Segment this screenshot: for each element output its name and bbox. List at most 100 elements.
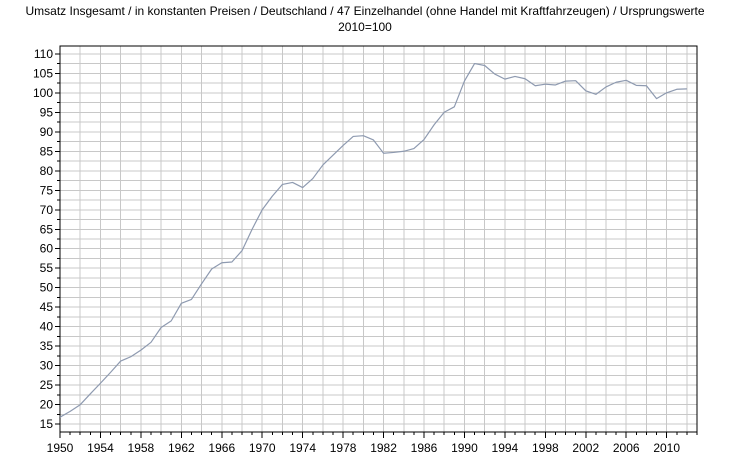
data-point — [110, 372, 111, 373]
data-point — [666, 92, 667, 93]
data-point — [444, 112, 445, 113]
data-point — [423, 139, 424, 140]
data-point — [413, 148, 414, 149]
data-point — [464, 80, 465, 81]
data-point — [241, 250, 242, 251]
data-point — [686, 88, 687, 89]
data-point — [575, 80, 576, 81]
data-point — [504, 79, 505, 80]
y-tick-label: 15 — [40, 417, 54, 431]
x-tick-label: 1966 — [208, 441, 235, 455]
y-tick-label: 80 — [40, 164, 54, 178]
data-point — [120, 360, 121, 361]
data-point — [252, 229, 253, 230]
y-tick-label: 95 — [40, 105, 54, 119]
y-tick-label: 85 — [40, 144, 54, 158]
data-point — [171, 320, 172, 321]
x-tick-label: 2010 — [653, 441, 680, 455]
y-tick-label: 50 — [40, 281, 54, 295]
data-point — [383, 153, 384, 154]
data-point — [140, 350, 141, 351]
series-group — [59, 62, 687, 418]
x-tick-label: 1970 — [249, 441, 276, 455]
data-point — [262, 209, 263, 210]
series-line — [59, 62, 687, 418]
chart-subtitle: 2010=100 — [338, 20, 392, 34]
data-point — [161, 327, 162, 328]
y-tick-label: 25 — [40, 378, 54, 392]
y-tick-label: 70 — [40, 203, 54, 217]
data-point — [373, 139, 374, 140]
x-tick-label: 1986 — [411, 441, 438, 455]
data-point — [231, 261, 232, 262]
data-point — [494, 73, 495, 74]
x-tick-label: 1962 — [168, 441, 195, 455]
data-point — [676, 89, 677, 90]
y-tick-label: 30 — [40, 359, 54, 373]
data-point — [535, 85, 536, 86]
axes: 15 20 25 30 35 40 45 50 55 60 65 70 75 80 85 90 95 100 105… — [33, 45, 698, 455]
grid — [59, 46, 697, 432]
data-point — [484, 65, 485, 66]
data-point — [322, 164, 323, 165]
x-tick-label: 1974 — [289, 441, 316, 455]
chart-title: Umsatz Insgesamt / in konstanten Preisen… — [25, 4, 705, 18]
data-point — [555, 84, 556, 85]
data-point — [282, 184, 283, 185]
data-point — [292, 182, 293, 183]
data-point — [221, 262, 222, 263]
x-tick-label: 1982 — [370, 441, 397, 455]
data-point — [565, 80, 566, 81]
data-point — [525, 78, 526, 79]
data-point — [150, 342, 151, 343]
data-point — [90, 393, 91, 394]
y-tick-label: 60 — [40, 242, 54, 256]
data-point — [454, 106, 455, 107]
data-point — [353, 136, 354, 137]
data-point — [70, 411, 71, 412]
data-point — [545, 84, 546, 85]
x-tick-label: 1994 — [492, 441, 519, 455]
data-point — [514, 76, 515, 77]
y-tick-label: 20 — [40, 398, 54, 412]
x-tick-label: 1990 — [451, 441, 478, 455]
x-tick-label: 2002 — [572, 441, 599, 455]
data-point — [211, 268, 212, 269]
data-point — [636, 85, 637, 86]
data-point — [626, 80, 627, 81]
data-point — [201, 283, 202, 284]
data-point — [434, 124, 435, 125]
data-point — [80, 404, 81, 405]
data-point — [343, 145, 344, 146]
data-point — [272, 196, 273, 197]
x-tick-label: 2006 — [613, 441, 640, 455]
data-point — [363, 135, 364, 136]
data-point — [616, 82, 617, 83]
data-point — [332, 155, 333, 156]
x-tick-label: 1954 — [87, 441, 114, 455]
y-tick-label: 55 — [40, 261, 54, 275]
y-tick-label: 105 — [33, 66, 53, 80]
data-point — [181, 303, 182, 304]
data-point — [403, 151, 404, 152]
data-point — [191, 299, 192, 300]
x-tick-label: 1978 — [330, 441, 357, 455]
y-tick-label: 90 — [40, 125, 54, 139]
y-tick-label: 40 — [40, 320, 54, 334]
data-point — [646, 85, 647, 86]
x-tick-label: 1998 — [532, 441, 559, 455]
data-point — [585, 90, 586, 91]
y-tick-label: 35 — [40, 339, 54, 353]
data-point — [302, 187, 303, 188]
data-point — [100, 383, 101, 384]
y-tick-label: 65 — [40, 222, 54, 236]
data-point — [312, 178, 313, 179]
x-tick-label: 1950 — [47, 441, 74, 455]
y-tick-label: 110 — [34, 47, 53, 61]
data-point — [605, 86, 606, 87]
y-tick-label: 100 — [33, 86, 53, 100]
data-point — [595, 94, 596, 95]
data-point — [393, 152, 394, 153]
